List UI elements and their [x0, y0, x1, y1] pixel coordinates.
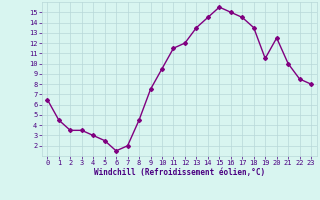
- X-axis label: Windchill (Refroidissement éolien,°C): Windchill (Refroidissement éolien,°C): [94, 168, 265, 177]
